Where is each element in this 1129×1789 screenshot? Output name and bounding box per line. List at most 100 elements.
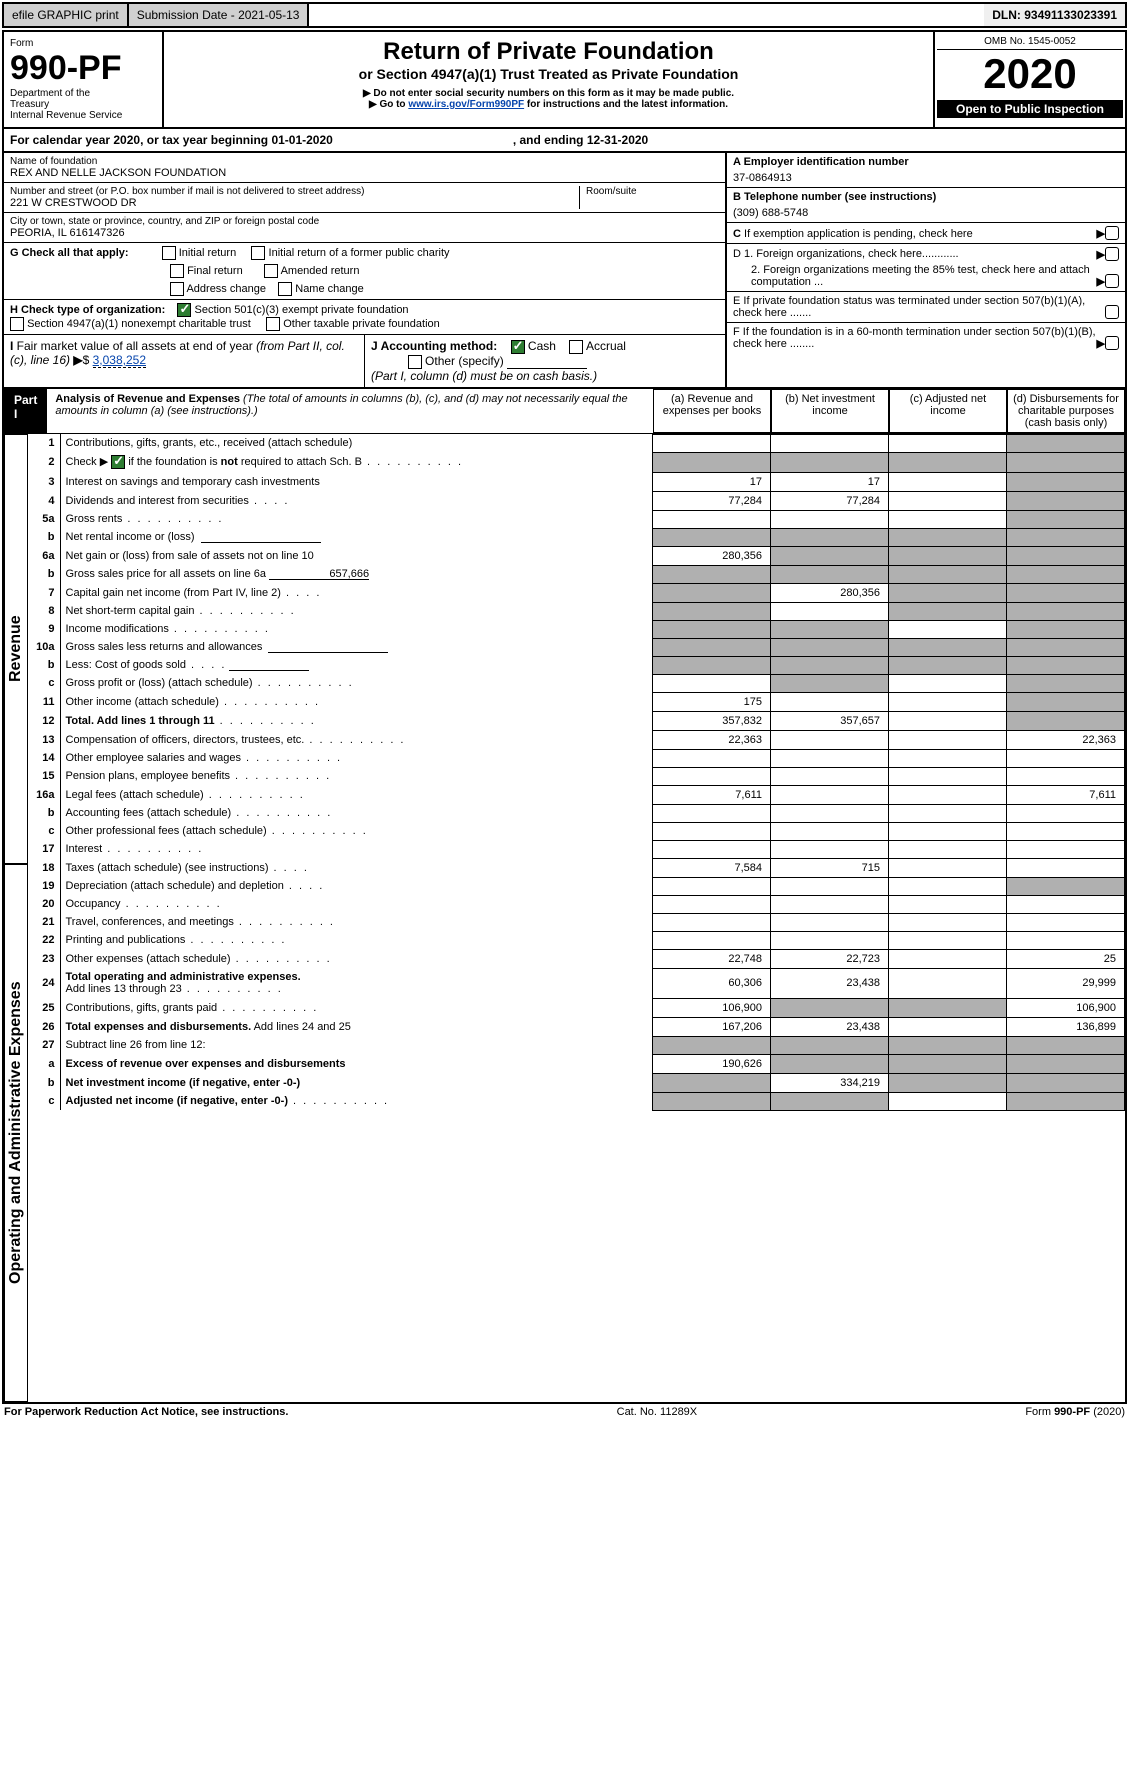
line-7: 7Capital gain net income (from Part IV, … bbox=[28, 583, 1125, 602]
line-27-col-c bbox=[889, 1036, 1007, 1054]
h-opt-3: Other taxable private foundation bbox=[283, 318, 440, 330]
line-6b-col-c bbox=[889, 565, 1007, 583]
e-checkbox[interactable] bbox=[1105, 305, 1119, 319]
line-11-number: 11 bbox=[28, 692, 60, 711]
line-5a-col-c bbox=[889, 510, 1007, 528]
line-2-col-b bbox=[771, 452, 889, 472]
line-27b: bNet investment income (if negative, ent… bbox=[28, 1073, 1125, 1092]
line-12-number: 12 bbox=[28, 711, 60, 730]
f-checkbox[interactable] bbox=[1105, 336, 1119, 350]
line-8-number: 8 bbox=[28, 602, 60, 620]
line-4-desc: Dividends and interest from securities bbox=[60, 491, 653, 510]
h-opt-2: Section 4947(a)(1) nonexempt charitable … bbox=[27, 318, 251, 330]
d2-checkbox[interactable] bbox=[1105, 274, 1119, 288]
g-address-change-checkbox[interactable] bbox=[170, 282, 184, 296]
line-2-checkbox[interactable] bbox=[111, 455, 125, 469]
line-5b-col-d bbox=[1007, 528, 1125, 546]
h-opt-1: Section 501(c)(3) exempt private foundat… bbox=[195, 304, 409, 316]
line-4-col-b: 77,284 bbox=[771, 491, 889, 510]
g-amended-return-checkbox[interactable] bbox=[264, 264, 278, 278]
g-initial-former-checkbox[interactable] bbox=[251, 246, 265, 260]
line-14-col-b bbox=[771, 749, 889, 767]
line-10c-number: c bbox=[28, 674, 60, 692]
line-16c-col-c bbox=[889, 822, 1007, 840]
j-cash: Cash bbox=[528, 339, 556, 353]
g-name-change-checkbox[interactable] bbox=[278, 282, 292, 296]
line-10c: cGross profit or (loss) (attach schedule… bbox=[28, 674, 1125, 692]
col-a-header: (a) Revenue and expenses per books bbox=[653, 389, 771, 433]
line-15: 15Pension plans, employee benefits bbox=[28, 767, 1125, 785]
line-26-col-d: 136,899 bbox=[1007, 1017, 1125, 1036]
h-other-taxable-checkbox[interactable] bbox=[266, 317, 280, 331]
j-other-checkbox[interactable] bbox=[408, 355, 422, 369]
line-9-col-c bbox=[889, 620, 1007, 638]
dept-line-3: Internal Revenue Service bbox=[10, 110, 156, 121]
top-bar: efile GRAPHIC print Submission Date - 20… bbox=[2, 2, 1127, 28]
line-16c-col-a bbox=[653, 822, 771, 840]
h-4947-checkbox[interactable] bbox=[10, 317, 24, 331]
line-21-number: 21 bbox=[28, 913, 60, 931]
line-13-col-d: 22,363 bbox=[1007, 730, 1125, 749]
j-accrual: Accrual bbox=[586, 339, 626, 353]
line-9-number: 9 bbox=[28, 620, 60, 638]
part1-title: Analysis of Revenue and Expenses bbox=[55, 393, 240, 405]
open-inspection: Open to Public Inspection bbox=[937, 100, 1123, 118]
line-8-col-c bbox=[889, 602, 1007, 620]
col-b-header: (b) Net investment income bbox=[771, 389, 889, 433]
line-3-number: 3 bbox=[28, 472, 60, 491]
line-4: 4Dividends and interest from securities7… bbox=[28, 491, 1125, 510]
line-26-col-c bbox=[889, 1017, 1007, 1036]
c-label: If exemption application is pending, che… bbox=[744, 228, 973, 240]
line-5a-col-d bbox=[1007, 510, 1125, 528]
line-6a-desc: Net gain or (loss) from sale of assets n… bbox=[60, 546, 653, 565]
form-header: Form 990-PF Department of the Treasury I… bbox=[2, 30, 1127, 129]
g-initial-return-checkbox[interactable] bbox=[162, 246, 176, 260]
cal-begin: For calendar year 2020, or tax year begi… bbox=[10, 133, 333, 147]
line-25-col-c bbox=[889, 998, 1007, 1017]
line-9-desc: Income modifications bbox=[60, 620, 653, 638]
j-note: (Part I, column (d) must be on cash basi… bbox=[371, 369, 597, 383]
j-cash-checkbox[interactable] bbox=[511, 340, 525, 354]
line-14-col-a bbox=[653, 749, 771, 767]
d1-checkbox[interactable] bbox=[1105, 247, 1119, 261]
j-accrual-checkbox[interactable] bbox=[569, 340, 583, 354]
line-12-col-c bbox=[889, 711, 1007, 730]
line-25-number: 25 bbox=[28, 998, 60, 1017]
irs-link[interactable]: www.irs.gov/Form990PF bbox=[408, 99, 524, 110]
line-21-col-b bbox=[771, 913, 889, 931]
line-19-col-b bbox=[771, 877, 889, 895]
h-501c3-checkbox[interactable] bbox=[177, 303, 191, 317]
part1-label: Part I bbox=[4, 389, 47, 433]
line-16c-number: c bbox=[28, 822, 60, 840]
c-checkbox[interactable] bbox=[1105, 226, 1119, 240]
line-17-col-b bbox=[771, 840, 889, 858]
line-25-col-a: 106,900 bbox=[653, 998, 771, 1017]
col-c-header: (c) Adjusted net income bbox=[889, 389, 1007, 433]
line-27b-col-c bbox=[889, 1073, 1007, 1092]
line-16b-desc: Accounting fees (attach schedule) bbox=[60, 804, 653, 822]
city-label: City or town, state or province, country… bbox=[10, 216, 719, 227]
calendar-year-row: For calendar year 2020, or tax year begi… bbox=[2, 129, 1127, 153]
line-3-col-c bbox=[889, 472, 1007, 491]
line-14-desc: Other employee salaries and wages bbox=[60, 749, 653, 767]
line-27c-col-c bbox=[889, 1092, 1007, 1110]
line-6a-number: 6a bbox=[28, 546, 60, 565]
line-27b-col-a bbox=[653, 1073, 771, 1092]
submission-date-button[interactable]: Submission Date - 2021-05-13 bbox=[129, 4, 310, 26]
line-22-desc: Printing and publications bbox=[60, 931, 653, 949]
city-value: PEORIA, IL 616147326 bbox=[10, 227, 719, 239]
line-27a-number: a bbox=[28, 1054, 60, 1073]
line-26-col-b: 23,438 bbox=[771, 1017, 889, 1036]
g-final-return-checkbox[interactable] bbox=[170, 264, 184, 278]
j-other: Other (specify) bbox=[425, 354, 504, 368]
line-3: 3Interest on savings and temporary cash … bbox=[28, 472, 1125, 491]
line-18-number: 18 bbox=[28, 858, 60, 877]
line-7-number: 7 bbox=[28, 583, 60, 602]
line-16c-col-b bbox=[771, 822, 889, 840]
line-11-col-a: 175 bbox=[653, 692, 771, 711]
i-value[interactable]: 3,038,252 bbox=[93, 353, 146, 368]
line-26: 26Total expenses and disbursements. Add … bbox=[28, 1017, 1125, 1036]
line-20-col-c bbox=[889, 895, 1007, 913]
line-10b: bLess: Cost of goods sold bbox=[28, 656, 1125, 674]
efile-print-button[interactable]: efile GRAPHIC print bbox=[4, 4, 129, 26]
